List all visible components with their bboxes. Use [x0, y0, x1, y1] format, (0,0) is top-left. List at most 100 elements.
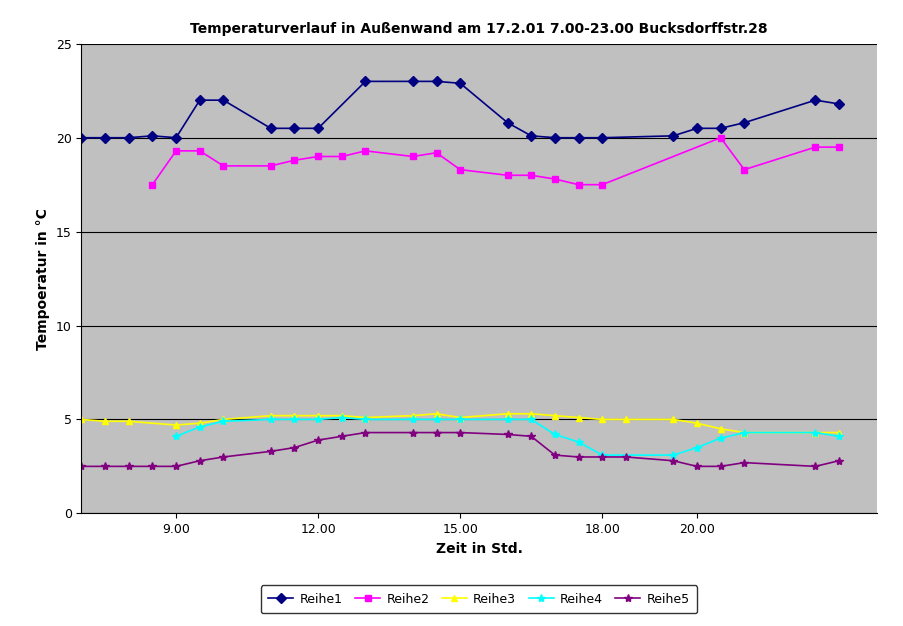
Reihe2: [738, 166, 749, 173]
Reihe1: [76, 134, 87, 141]
Reihe3: [667, 416, 678, 423]
Reihe5: [501, 431, 512, 438]
Reihe5: [619, 453, 630, 461]
Reihe5: [147, 463, 158, 470]
Reihe2: [171, 147, 182, 155]
Reihe1: [526, 132, 536, 140]
Reihe4: [265, 416, 276, 423]
Line: Reihe5: Reihe5: [77, 428, 842, 471]
Reihe1: [596, 134, 607, 141]
Reihe2: [596, 181, 607, 188]
X-axis label: Zeit in Std.: Zeit in Std.: [435, 541, 522, 556]
Reihe2: [431, 149, 442, 156]
Reihe4: [549, 431, 560, 438]
Reihe5: [171, 463, 182, 470]
Reihe4: [833, 433, 843, 440]
Reihe1: [431, 78, 442, 85]
Reihe4: [407, 416, 418, 423]
Reihe3: [714, 425, 725, 433]
Reihe2: [573, 181, 583, 188]
Reihe2: [359, 147, 370, 155]
Reihe2: [526, 172, 536, 179]
Reihe1: [549, 134, 560, 141]
Legend: Reihe1, Reihe2, Reihe3, Reihe4, Reihe5: Reihe1, Reihe2, Reihe3, Reihe4, Reihe5: [261, 585, 696, 613]
Reihe4: [454, 416, 465, 423]
Reihe3: [312, 412, 323, 419]
Reihe4: [691, 444, 702, 451]
Reihe5: [714, 463, 725, 470]
Reihe3: [454, 414, 465, 421]
Reihe4: [596, 451, 607, 459]
Reihe1: [265, 125, 276, 132]
Reihe4: [171, 433, 182, 440]
Reihe1: [289, 125, 300, 132]
Reihe5: [265, 448, 276, 455]
Title: Temperaturverlauf in Außenwand am 17.2.01 7.00-23.00 Bucksdorffstr.28: Temperaturverlauf in Außenwand am 17.2.0…: [191, 22, 767, 36]
Reihe4: [194, 423, 205, 431]
Reihe3: [76, 416, 87, 423]
Reihe3: [526, 410, 536, 418]
Reihe1: [312, 125, 323, 132]
Reihe5: [596, 453, 607, 461]
Reihe1: [194, 96, 205, 104]
Line: Reihe2: Reihe2: [149, 134, 842, 188]
Reihe1: [667, 132, 678, 140]
Reihe5: [526, 433, 536, 440]
Reihe4: [714, 434, 725, 442]
Reihe3: [833, 429, 843, 436]
Reihe4: [501, 416, 512, 423]
Line: Reihe1: Reihe1: [78, 78, 842, 141]
Reihe2: [218, 162, 228, 170]
Reihe2: [809, 143, 820, 151]
Line: Reihe3: Reihe3: [78, 410, 842, 436]
Reihe3: [265, 412, 276, 419]
Reihe3: [619, 416, 630, 423]
Reihe5: [99, 463, 110, 470]
Reihe5: [359, 429, 370, 436]
Reihe3: [336, 412, 347, 419]
Reihe3: [691, 419, 702, 427]
Reihe4: [359, 416, 370, 423]
Reihe5: [809, 463, 820, 470]
Reihe3: [573, 414, 583, 421]
Reihe5: [218, 453, 228, 461]
Reihe3: [407, 412, 418, 419]
Reihe1: [407, 78, 418, 85]
Reihe5: [431, 429, 442, 436]
Reihe2: [714, 134, 725, 141]
Reihe2: [549, 175, 560, 183]
Reihe5: [336, 433, 347, 440]
Reihe5: [123, 463, 134, 470]
Reihe4: [218, 418, 228, 425]
Reihe2: [454, 166, 465, 173]
Reihe1: [573, 134, 583, 141]
Reihe5: [573, 453, 583, 461]
Reihe2: [833, 143, 843, 151]
Reihe4: [336, 414, 347, 421]
Reihe2: [407, 153, 418, 160]
Reihe3: [123, 418, 134, 425]
Reihe5: [76, 463, 87, 470]
Reihe5: [549, 451, 560, 459]
Reihe2: [336, 153, 347, 160]
Reihe1: [171, 134, 182, 141]
Reihe5: [312, 436, 323, 444]
Reihe1: [691, 125, 702, 132]
Reihe3: [194, 419, 205, 427]
Reihe3: [359, 414, 370, 421]
Reihe3: [431, 410, 442, 418]
Reihe3: [218, 416, 228, 423]
Reihe4: [431, 416, 442, 423]
Reihe3: [171, 421, 182, 429]
Reihe2: [194, 147, 205, 155]
Reihe2: [501, 172, 512, 179]
Reihe5: [691, 463, 702, 470]
Reihe5: [833, 457, 843, 464]
Reihe4: [526, 416, 536, 423]
Reihe3: [99, 418, 110, 425]
Reihe4: [809, 429, 820, 436]
Reihe4: [738, 429, 749, 436]
Reihe5: [407, 429, 418, 436]
Reihe2: [265, 162, 276, 170]
Reihe1: [738, 119, 749, 126]
